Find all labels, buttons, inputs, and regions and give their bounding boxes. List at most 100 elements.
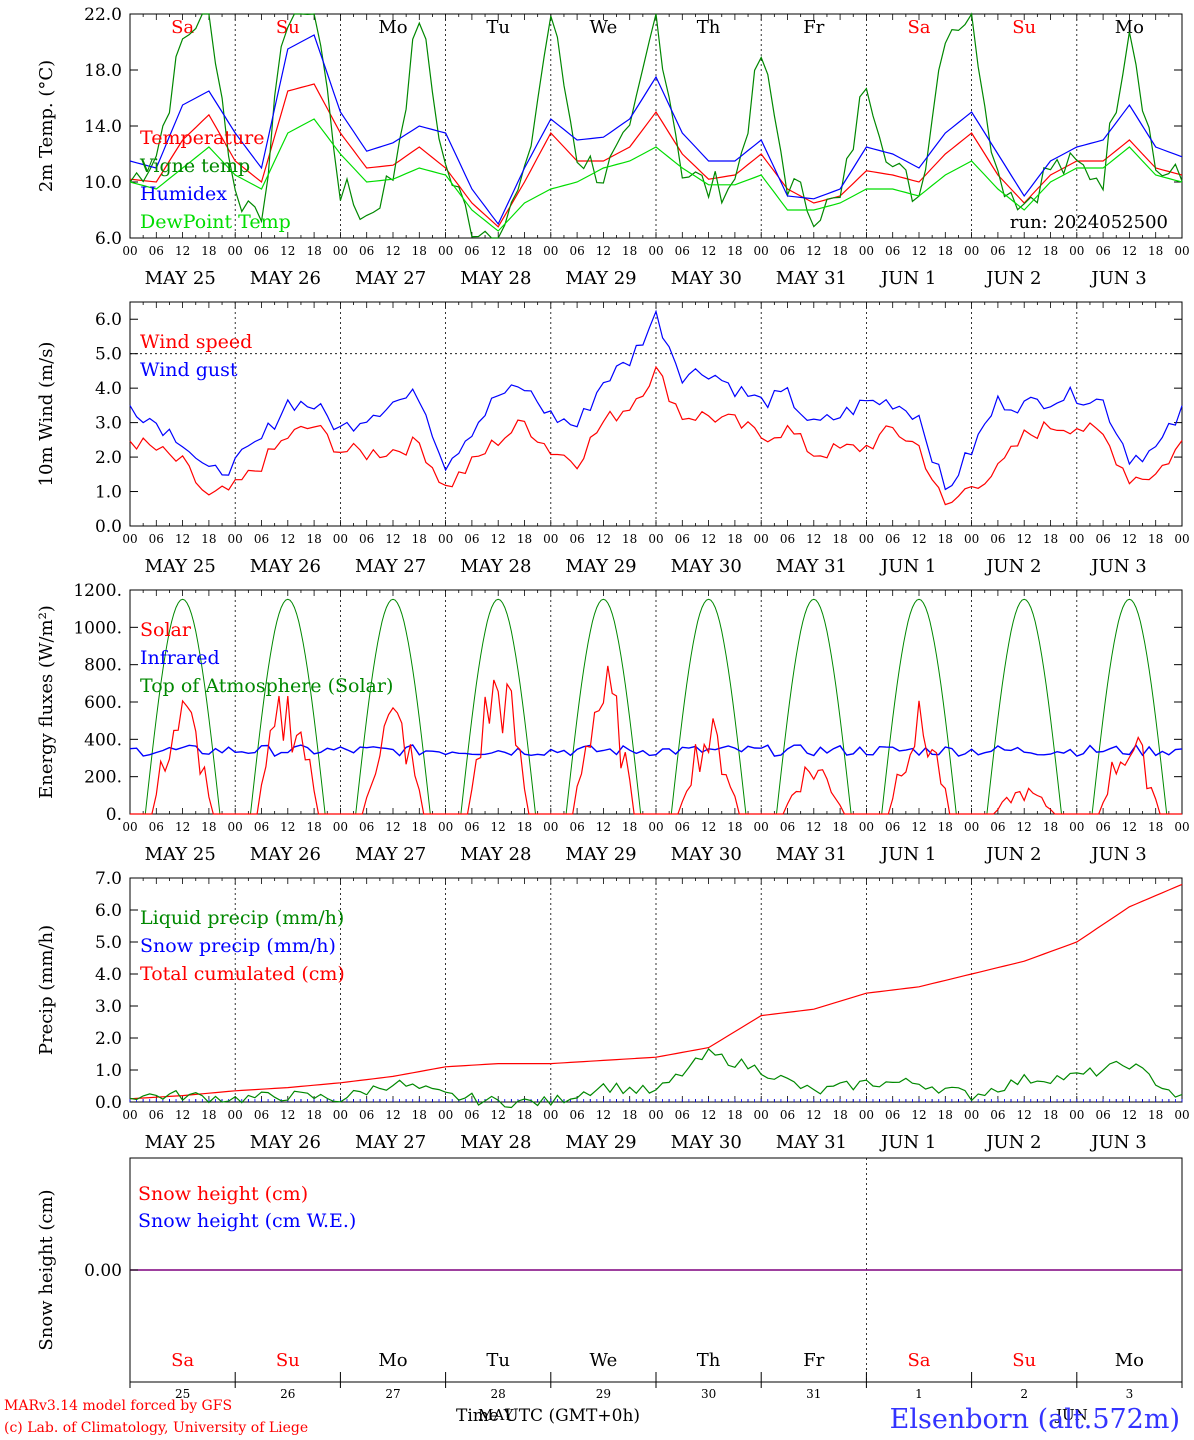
weekday-label: Sa (171, 17, 194, 38)
x-axis-title: Time UTC (GMT+0h) (456, 1406, 641, 1426)
x-hour-label: 06 (464, 532, 479, 546)
day-number-label: 2 (1020, 1387, 1028, 1401)
legend-entry: Vigne temp (139, 155, 250, 177)
weekday-label: Mo (378, 1350, 407, 1371)
x-hour-label: 00 (648, 532, 663, 546)
x-hour-label: 18 (517, 1108, 532, 1122)
x-hour-label: 18 (201, 244, 216, 258)
weekday-label: Th (697, 1350, 721, 1371)
x-hour-label: 00 (333, 820, 348, 834)
x-hour-label: 06 (675, 244, 690, 258)
x-hour-label: 00 (228, 1108, 243, 1122)
x-hour-label: 06 (675, 820, 690, 834)
y-tick-label: 18.0 (84, 61, 122, 81)
legend-entry: Wind gust (140, 359, 238, 381)
x-hour-label: 12 (596, 244, 611, 258)
x-hour-label: 06 (359, 244, 374, 258)
x-hour-label: 00 (228, 532, 243, 546)
x-date-label: JUN 2 (984, 268, 1041, 289)
y-tick-label: 3.0 (95, 997, 122, 1017)
x-hour-label: 18 (622, 820, 637, 834)
x-hour-label: 18 (727, 1108, 742, 1122)
y-tick-label: 14.0 (84, 117, 122, 137)
y-tick-label: 6.0 (95, 310, 122, 330)
x-hour-label: 18 (1043, 532, 1058, 546)
x-hour-label: 12 (911, 1108, 926, 1122)
weekday-label: Sa (907, 17, 930, 38)
x-date-label: JUN 2 (984, 844, 1041, 865)
x-hour-label: 06 (254, 1108, 269, 1122)
x-date-label: MAY 30 (671, 1132, 742, 1153)
x-hour-label: 18 (412, 244, 427, 258)
x-hour-label: 12 (1122, 244, 1137, 258)
x-hour-label: 12 (385, 532, 400, 546)
x-hour-label: 00 (438, 244, 453, 258)
weekday-label: Su (1012, 1350, 1036, 1371)
x-hour-label: 12 (280, 820, 295, 834)
x-hour-label: 12 (596, 532, 611, 546)
legend-entry: Solar (140, 619, 192, 641)
x-hour-label: 06 (885, 820, 900, 834)
precip-series-1 (129, 1047, 1183, 1109)
x-date-label: MAY 26 (250, 268, 321, 289)
legend-entry: Top of Atmosphere (Solar) (140, 675, 393, 697)
x-hour-label: 00 (648, 244, 663, 258)
weekday-label: Tu (486, 1350, 510, 1371)
y-tick-label: 5.0 (95, 345, 122, 365)
day-number-label: 3 (1126, 1387, 1134, 1401)
x-date-label: JUN 1 (879, 556, 936, 577)
weekday-label: Th (697, 17, 721, 38)
legend-entry: Snow precip (mm/h) (140, 935, 336, 957)
x-hour-label: 12 (701, 820, 716, 834)
x-hour-label: 06 (1095, 532, 1110, 546)
x-hour-label: 18 (412, 532, 427, 546)
x-hour-label: 18 (306, 1108, 321, 1122)
x-hour-label: 06 (675, 532, 690, 546)
x-hour-label: 18 (832, 1108, 847, 1122)
x-hour-label: 06 (990, 1108, 1005, 1122)
legend-entry: DewPoint Temp (140, 211, 291, 233)
x-hour-label: 12 (280, 1108, 295, 1122)
x-hour-label: 00 (228, 244, 243, 258)
x-hour-label: 06 (569, 244, 584, 258)
day-number-label: 25 (175, 1387, 190, 1401)
x-hour-label: 18 (938, 820, 953, 834)
x-hour-label: 06 (780, 244, 795, 258)
weekday-label: We (590, 1350, 618, 1371)
x-hour-label: 18 (938, 244, 953, 258)
x-date-label: JUN 2 (984, 1132, 1041, 1153)
y-tick-label: 800. (84, 656, 122, 676)
x-hour-label: 18 (1148, 820, 1163, 834)
x-hour-label: 18 (201, 820, 216, 834)
x-hour-label: 00 (648, 1108, 663, 1122)
day-number-label: 28 (491, 1387, 506, 1401)
x-hour-label: 06 (359, 820, 374, 834)
x-hour-label: 12 (491, 820, 506, 834)
x-hour-label: 06 (254, 532, 269, 546)
x-hour-label: 00 (859, 820, 874, 834)
x-hour-label: 18 (1043, 1108, 1058, 1122)
x-date-label: MAY 30 (671, 844, 742, 865)
day-number-label: 31 (806, 1387, 821, 1401)
x-date-label: MAY 25 (145, 844, 216, 865)
x-hour-label: 00 (754, 1108, 769, 1122)
legend-entry: Wind speed (140, 331, 252, 353)
x-date-label: MAY 27 (355, 844, 426, 865)
x-date-label: MAY 31 (776, 1132, 847, 1153)
x-hour-label: 06 (569, 820, 584, 834)
x-hour-label: 12 (806, 820, 821, 834)
x-date-label: JUN 3 (1089, 268, 1146, 289)
x-hour-label: 12 (701, 244, 716, 258)
x-hour-label: 12 (1122, 1108, 1137, 1122)
x-hour-label: 06 (780, 1108, 795, 1122)
x-hour-label: 12 (911, 820, 926, 834)
x-hour-label: 00 (648, 820, 663, 834)
x-date-label: MAY 31 (776, 268, 847, 289)
x-hour-label: 06 (885, 1108, 900, 1122)
x-hour-label: 18 (727, 820, 742, 834)
x-hour-label: 12 (1017, 1108, 1032, 1122)
day-number-label: 26 (280, 1387, 295, 1401)
x-hour-label: 06 (885, 244, 900, 258)
x-hour-label: 00 (964, 244, 979, 258)
